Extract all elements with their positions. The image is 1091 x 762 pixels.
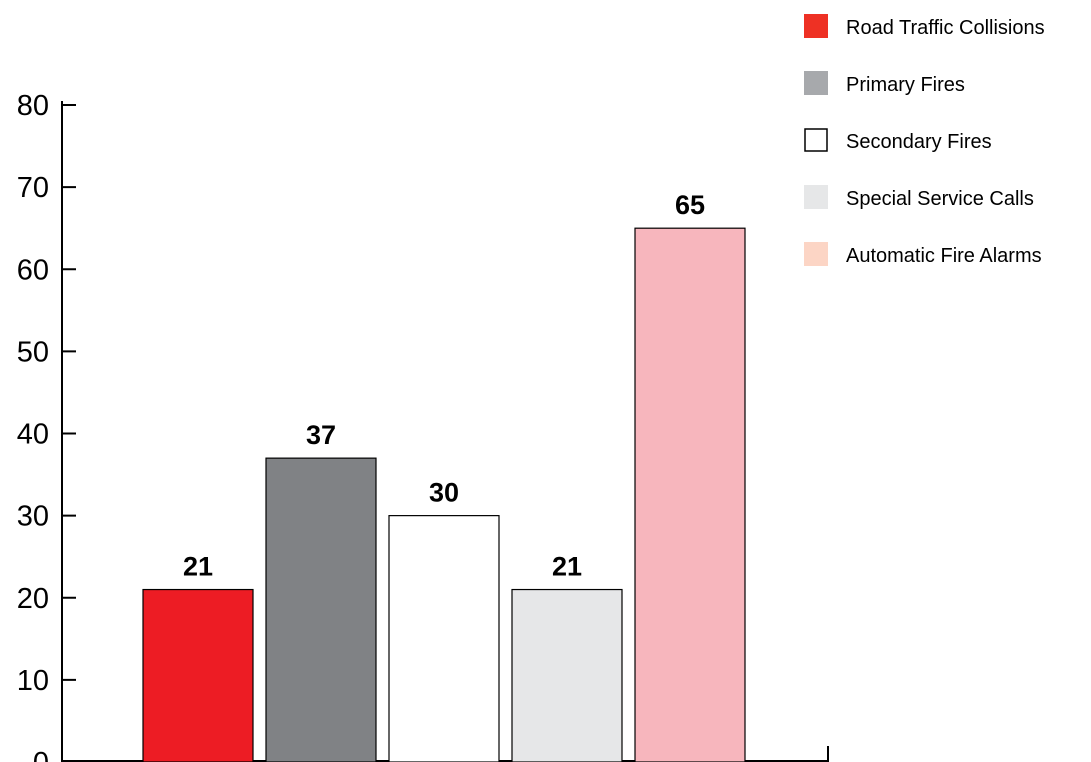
- bar-value-label: 65: [675, 190, 705, 220]
- bar: [511, 588, 623, 762]
- bar-value-label: 30: [429, 478, 459, 508]
- y-tick-label: 20: [17, 583, 49, 615]
- bar: [634, 227, 746, 762]
- y-tick-label: 70: [17, 172, 49, 204]
- legend-label: Special Service Calls: [846, 188, 1034, 210]
- y-axis-ticks: 0 10 20 30 40 50 60 70 80: [17, 90, 76, 762]
- legend-swatch: [804, 14, 828, 38]
- y-tick-label: 40: [17, 419, 49, 451]
- y-tick-label: 30: [17, 501, 49, 533]
- legend: Road Traffic Collisions Primary Fires Seco…: [804, 14, 1045, 267]
- y-tick-label: 60: [17, 254, 49, 286]
- legend-label: Road Traffic Collisions: [846, 17, 1045, 39]
- bar: [142, 588, 254, 762]
- legend-label: Automatic Fire Alarms: [846, 245, 1042, 267]
- y-tick-label: 0: [33, 747, 49, 762]
- bar-value-label: 21: [552, 552, 582, 582]
- bar-value-label: 21: [183, 552, 213, 582]
- legend-swatch: [804, 242, 828, 266]
- data-labels: 21 37 30 21 65: [183, 190, 705, 581]
- bar-value-label: 37: [306, 420, 336, 450]
- legend-label: Secondary Fires: [846, 131, 992, 153]
- y-tick-label: 50: [17, 336, 49, 368]
- legend-swatch: [804, 185, 828, 209]
- y-tick-label: 10: [17, 665, 49, 697]
- y-tick-label: 80: [17, 90, 49, 122]
- legend-label: Primary Fires: [846, 74, 965, 96]
- bar: [388, 515, 500, 762]
- bars: [142, 227, 746, 762]
- bar: [265, 457, 377, 762]
- legend-swatch: [804, 71, 828, 95]
- legend-swatch: [804, 128, 828, 152]
